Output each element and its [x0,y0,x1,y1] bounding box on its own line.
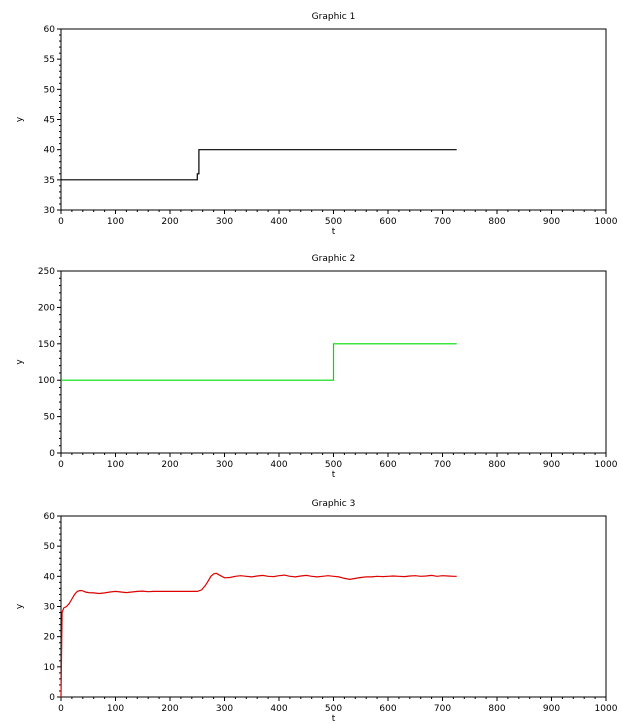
y-tick-label: 20 [44,633,56,643]
x-tick-label: 100 [107,460,124,470]
x-tick-label: 400 [270,460,287,470]
y-tick-label: 35 [44,176,55,186]
x-tick-label: 0 [58,460,64,470]
x-tick-label: 600 [379,217,396,227]
x-axis-label: t [332,470,336,480]
series-line-0 [61,149,457,181]
chart-graphic-1: Graphic 1 0 100 200 300 400 500 600 700 800 900 100… [15,12,618,237]
x-tick-label: 500 [325,704,342,714]
x-tick-label: 700 [434,460,451,470]
chart-graphic-2: Graphic 20 100 200 300 400 500 600 700 800 900 100… [15,254,618,480]
x-tick-label: 800 [488,460,505,470]
x-tick-label: 300 [216,460,233,470]
x-tick-label: 400 [270,217,287,227]
chart-graphic-3: Graphic 30 100 200 300 400 500 600 700 800 900 100… [15,499,618,724]
y-tick-label: 50 [44,85,56,95]
x-tick-label: 900 [543,217,560,227]
series-line-0 [60,572,457,698]
y-tick-label: 10 [44,663,56,673]
x-tick-label: 1000 [595,217,618,227]
y-tick-label: 30 [44,206,56,216]
y-tick-label: 250 [38,267,55,277]
x-tick-label: 500 [325,217,342,227]
x-tick-label: 200 [161,704,178,714]
x-tick-label: 400 [270,704,287,714]
x-tick-label: 500 [325,460,342,470]
x-tick-label: 200 [161,460,178,470]
y-tick-label: 60 [44,25,56,35]
x-tick-label: 900 [543,704,560,714]
x-tick-label: 300 [216,217,233,227]
chart-title: Graphic 3 [312,499,356,509]
x-tick-label: 100 [107,217,124,227]
series-line-0 [61,343,457,381]
y-tick-label: 200 [38,303,55,313]
y-tick-label: 0 [49,449,55,459]
x-tick-label: 100 [107,704,124,714]
chart-title: Graphic 2 [312,254,356,264]
y-tick-label: 50 [44,413,56,423]
y-axis-label: y [15,603,25,609]
plot-frame [60,515,607,698]
y-tick-label: 0 [49,693,55,703]
x-tick-label: 0 [58,704,64,714]
y-tick-label: 30 [44,603,56,613]
x-tick-label: 600 [379,460,396,470]
y-tick-label: 50 [44,542,56,552]
y-tick-label: 40 [44,146,56,156]
chart-title: Graphic 1 [312,12,356,22]
x-tick-label: 900 [543,460,560,470]
x-tick-label: 300 [216,704,233,714]
x-tick-label: 0 [58,217,64,227]
y-tick-label: 150 [38,340,55,350]
x-tick-label: 800 [488,704,505,714]
y-tick-label: 100 [38,376,55,386]
x-tick-label: 1000 [595,704,618,714]
y-tick-label: 55 [44,55,55,65]
y-tick-label: 40 [44,572,56,582]
x-axis-label: t [332,714,336,724]
x-tick-label: 700 [434,704,451,714]
x-tick-label: 200 [161,217,178,227]
x-tick-label: 700 [434,217,451,227]
y-axis-label: y [15,359,25,365]
y-tick-label: 45 [44,116,55,126]
x-tick-label: 800 [488,217,505,227]
y-tick-label: 60 [44,512,56,522]
plot-frame [60,28,607,211]
x-tick-label: 1000 [595,460,618,470]
x-tick-label: 600 [379,704,396,714]
x-axis-label: t [332,227,336,237]
y-axis-label: y [15,116,25,122]
